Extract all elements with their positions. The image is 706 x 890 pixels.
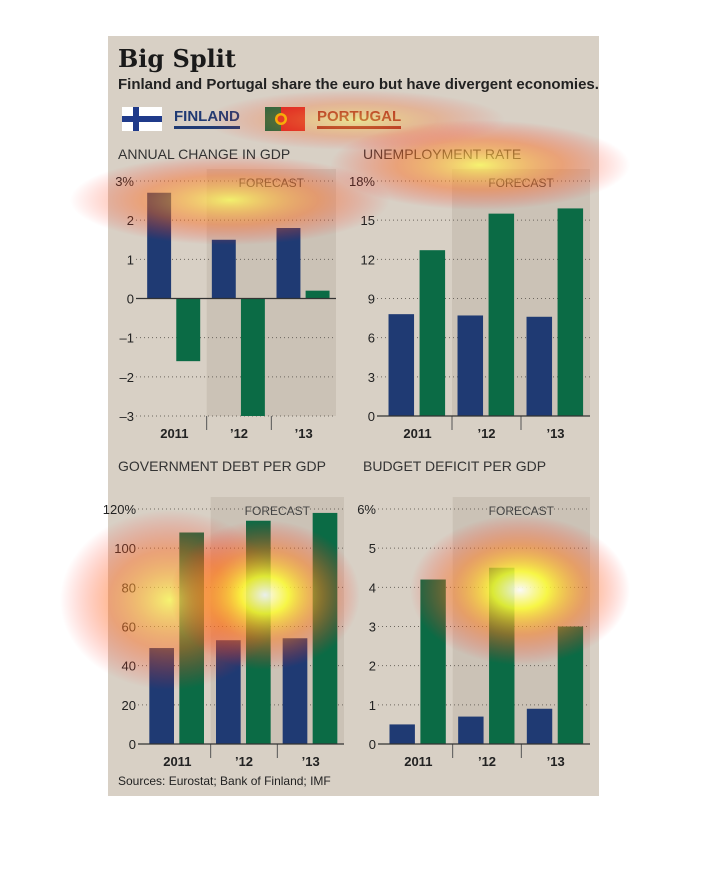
y-tick-label: 18% (349, 174, 375, 189)
y-tick-label: 40 (122, 659, 136, 674)
y-tick-label: 2 (127, 213, 134, 228)
bar-finland (216, 640, 241, 744)
x-tick-label: ’12 (478, 754, 496, 769)
bar-portugal (305, 290, 330, 299)
y-tick-label: 6% (357, 502, 376, 517)
bar-portugal (557, 208, 584, 416)
y-tick-label: 4 (369, 580, 376, 595)
y-tick-label: –1 (120, 331, 134, 346)
bar-finland (149, 648, 174, 744)
bar-finland (276, 228, 301, 299)
bar-portugal (557, 626, 584, 744)
bar-portugal (488, 213, 515, 416)
bar-portugal (246, 520, 271, 744)
bar-finland (211, 239, 236, 299)
bar-portugal (179, 532, 204, 744)
bar-finland (282, 638, 308, 744)
y-tick-label: 0 (127, 292, 134, 307)
chart-title-debt: GOVERNMENT DEBT PER GDP (118, 458, 326, 474)
y-tick-label: 0 (369, 737, 376, 752)
forecast-label: FORECAST (239, 176, 305, 190)
bar-finland (388, 314, 415, 416)
y-tick-label: –2 (120, 370, 134, 385)
y-tick-label: 5 (369, 541, 376, 556)
bar-finland (147, 192, 172, 299)
bar-finland (526, 708, 553, 744)
bar-finland (526, 316, 553, 416)
infographic-panel: Big Split Finland and Portugal share the… (103, 36, 599, 796)
bar-portugal (419, 250, 446, 416)
forecast-label: FORECAST (488, 176, 554, 190)
forecast-label: FORECAST (245, 504, 311, 518)
y-tick-label: 20 (122, 698, 136, 713)
bar-finland (389, 724, 415, 744)
y-tick-label: 0 (368, 409, 375, 424)
x-tick-label: ’13 (302, 754, 320, 769)
x-tick-label: ’12 (230, 426, 248, 441)
finland-flag-icon (122, 107, 162, 131)
bar-finland (457, 315, 484, 416)
x-tick-label: ’13 (546, 426, 564, 441)
y-tick-label: 60 (122, 620, 136, 635)
x-tick-label: 2011 (404, 754, 432, 769)
y-tick-label: 9 (368, 292, 375, 307)
x-tick-label: 2011 (403, 426, 431, 441)
x-tick-label: 2011 (160, 426, 188, 441)
y-tick-label: 3% (115, 174, 134, 189)
bar-finland (458, 716, 484, 744)
x-tick-label: ’12 (235, 754, 253, 769)
x-tick-label: ’13 (547, 754, 565, 769)
x-tick-label: ’13 (295, 426, 313, 441)
forecast-label: FORECAST (489, 504, 555, 518)
y-tick-label: 12 (361, 252, 375, 267)
bar-portugal (420, 579, 446, 744)
y-tick-label: 100 (114, 541, 136, 556)
y-tick-label: 1 (127, 252, 134, 267)
bar-portugal (312, 512, 338, 744)
gdp-chart: FORECAST–3–2–10123%2011’12’13FORECAST036… (103, 169, 590, 769)
y-tick-label: 2 (369, 659, 376, 674)
y-tick-label: 80 (122, 580, 136, 595)
y-tick-label: 0 (129, 737, 136, 752)
bar-portugal (240, 298, 265, 416)
chart-title-deficit: BUDGET DEFICIT PER GDP (363, 458, 547, 474)
y-tick-label: 3 (369, 620, 376, 635)
page-subtitle: Finland and Portugal share the euro but … (118, 76, 599, 93)
source-note: Sources: Eurostat; Bank of Finland; IMF (118, 774, 331, 788)
bar-portugal (489, 567, 515, 744)
page-title: Big Split (118, 44, 236, 73)
y-tick-label: 15 (361, 213, 375, 228)
y-tick-label: 120% (103, 502, 137, 517)
bar-portugal (176, 298, 201, 362)
y-tick-label: 6 (368, 331, 375, 346)
x-tick-label: ’12 (477, 426, 495, 441)
y-tick-label: 1 (369, 698, 376, 713)
x-tick-label: 2011 (163, 754, 191, 769)
y-tick-label: 3 (368, 370, 375, 385)
y-tick-label: –3 (120, 409, 134, 424)
